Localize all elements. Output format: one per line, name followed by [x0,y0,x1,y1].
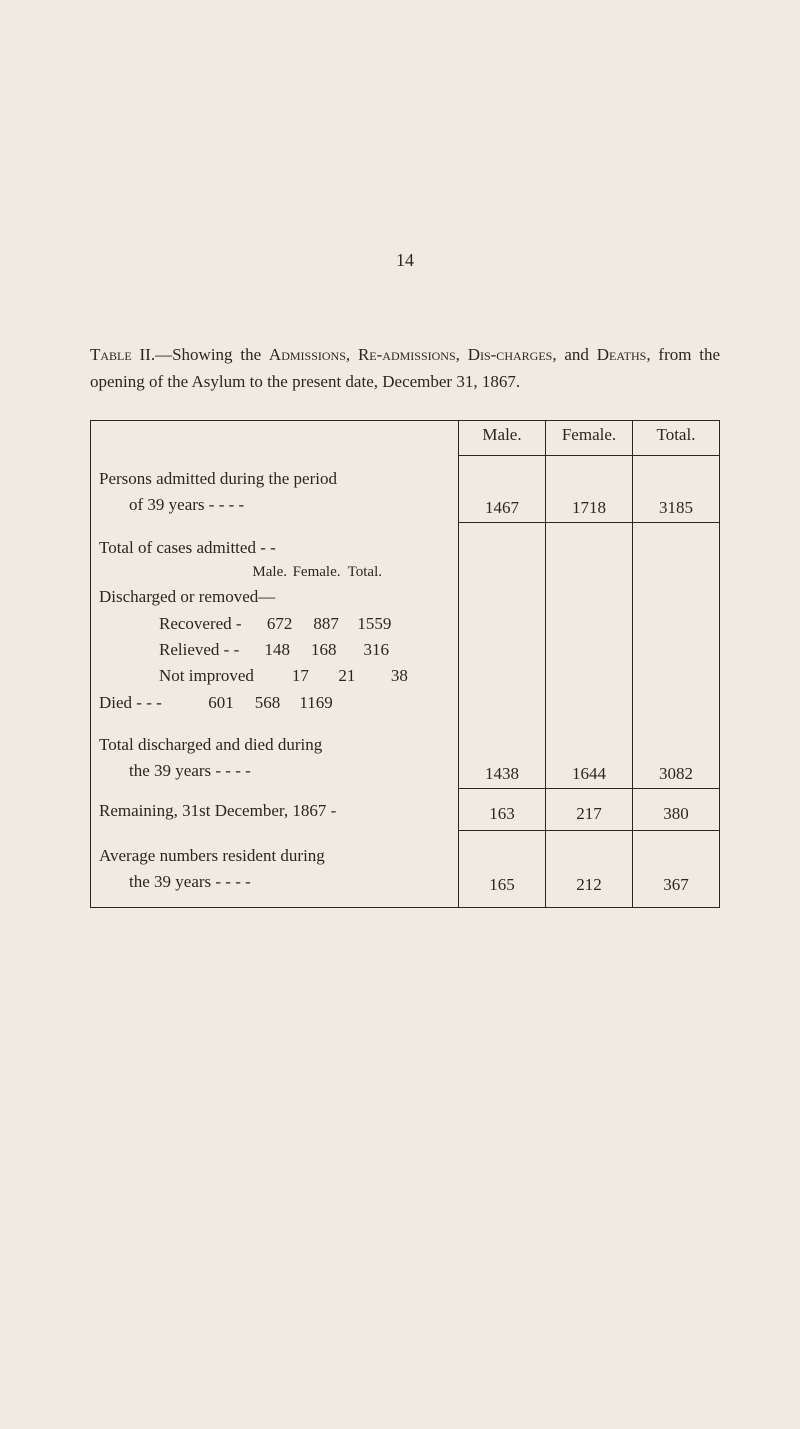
remaining-male: 163 [459,789,546,831]
caption-sc-4: Deaths [597,345,647,364]
caption-prefix: Table II. [90,345,155,364]
table-row: Total of cases admitted - - Male. Female… [91,523,720,720]
table-row: Average numbers resident during the 39 y… [91,831,720,908]
inline-header-total: Total. [344,561,382,584]
relieved-male: 148 [252,637,290,663]
header-male: Male. [459,421,546,456]
table-row: Total discharged and died during the 39 … [91,720,720,789]
table-row: Persons admitted during the period of 39… [91,456,720,523]
not-improved-male: 17 [271,663,309,689]
caption-body-1: —Showing the [155,345,269,364]
average-label-2: the 39 years - - - - [99,869,450,895]
persons-admitted-total: 3185 [633,456,720,523]
average-total: 367 [633,831,720,908]
remaining-label: Remaining, 31st December, 1867 - [91,789,459,831]
not-improved-total: 38 [364,663,408,689]
average-female: 212 [546,831,633,908]
inline-header-male: Male. [249,561,287,584]
table-header-row: Male. Female. Total. [91,421,720,456]
persons-admitted-male: 1467 [459,456,546,523]
relieved-female: 168 [299,637,337,663]
header-total: Total. [633,421,720,456]
persons-admitted-label-1: Persons admitted during the period [99,466,450,492]
total-discharged-label-2: the 39 years - - - - [99,758,450,784]
caption-sc-1: Admissions [269,345,346,364]
caption-body-3: , [456,345,468,364]
average-male: 165 [459,831,546,908]
relieved-row: Relieved - - 148 168 316 [99,637,450,663]
caption-body-4: , and [552,345,596,364]
total-discharged-male: 1438 [459,720,546,789]
recovered-total: 1559 [347,611,391,637]
died-female: 568 [242,690,280,716]
not-improved-row: Not improved 17 21 38 [99,663,450,689]
discharged-heading: Discharged or removed— [99,584,450,610]
total-discharged-total: 3082 [633,720,720,789]
total-discharged-label-1: Total discharged and died during [99,732,450,758]
document-page: 14 Table II.—Showing the Admissions, Re-… [0,0,800,968]
header-female: Female. [546,421,633,456]
died-label: Died - - - [99,693,162,712]
total-cases-label: Total of cases admitted - - [99,535,450,561]
table-row: Remaining, 31st December, 1867 - 163 217… [91,789,720,831]
page-number: 14 [90,250,720,271]
relieved-label: Relieved - - [159,640,239,659]
remaining-total: 380 [633,789,720,831]
recovered-female: 887 [301,611,339,637]
persons-admitted-female: 1718 [546,456,633,523]
recovered-label: Recovered - [159,614,242,633]
died-row: Died - - - 601 568 1169 [99,690,450,716]
data-table: Male. Female. Total. Persons admitted du… [90,420,720,908]
died-male: 601 [196,690,234,716]
total-discharged-female: 1644 [546,720,633,789]
relieved-total: 316 [345,637,389,663]
recovered-male: 672 [254,611,292,637]
table-caption: Table II.—Showing the Admissions, Re-adm… [90,341,720,395]
inline-header-row: Male. Female. Total. [99,561,450,584]
not-improved-label: Not improved [159,666,254,685]
not-improved-female: 21 [317,663,355,689]
inline-header-female: Female. [291,561,341,584]
recovered-row: Recovered - 672 887 1559 [99,611,450,637]
remaining-female: 217 [546,789,633,831]
average-label-1: Average numbers resident during [99,843,450,869]
caption-sc-2: Re-admissions [358,345,456,364]
caption-body-2: , [346,345,358,364]
caption-sc-3: Dis-charges [468,345,553,364]
persons-admitted-label-2: of 39 years - - - - [99,492,450,518]
died-total: 1169 [289,690,333,716]
